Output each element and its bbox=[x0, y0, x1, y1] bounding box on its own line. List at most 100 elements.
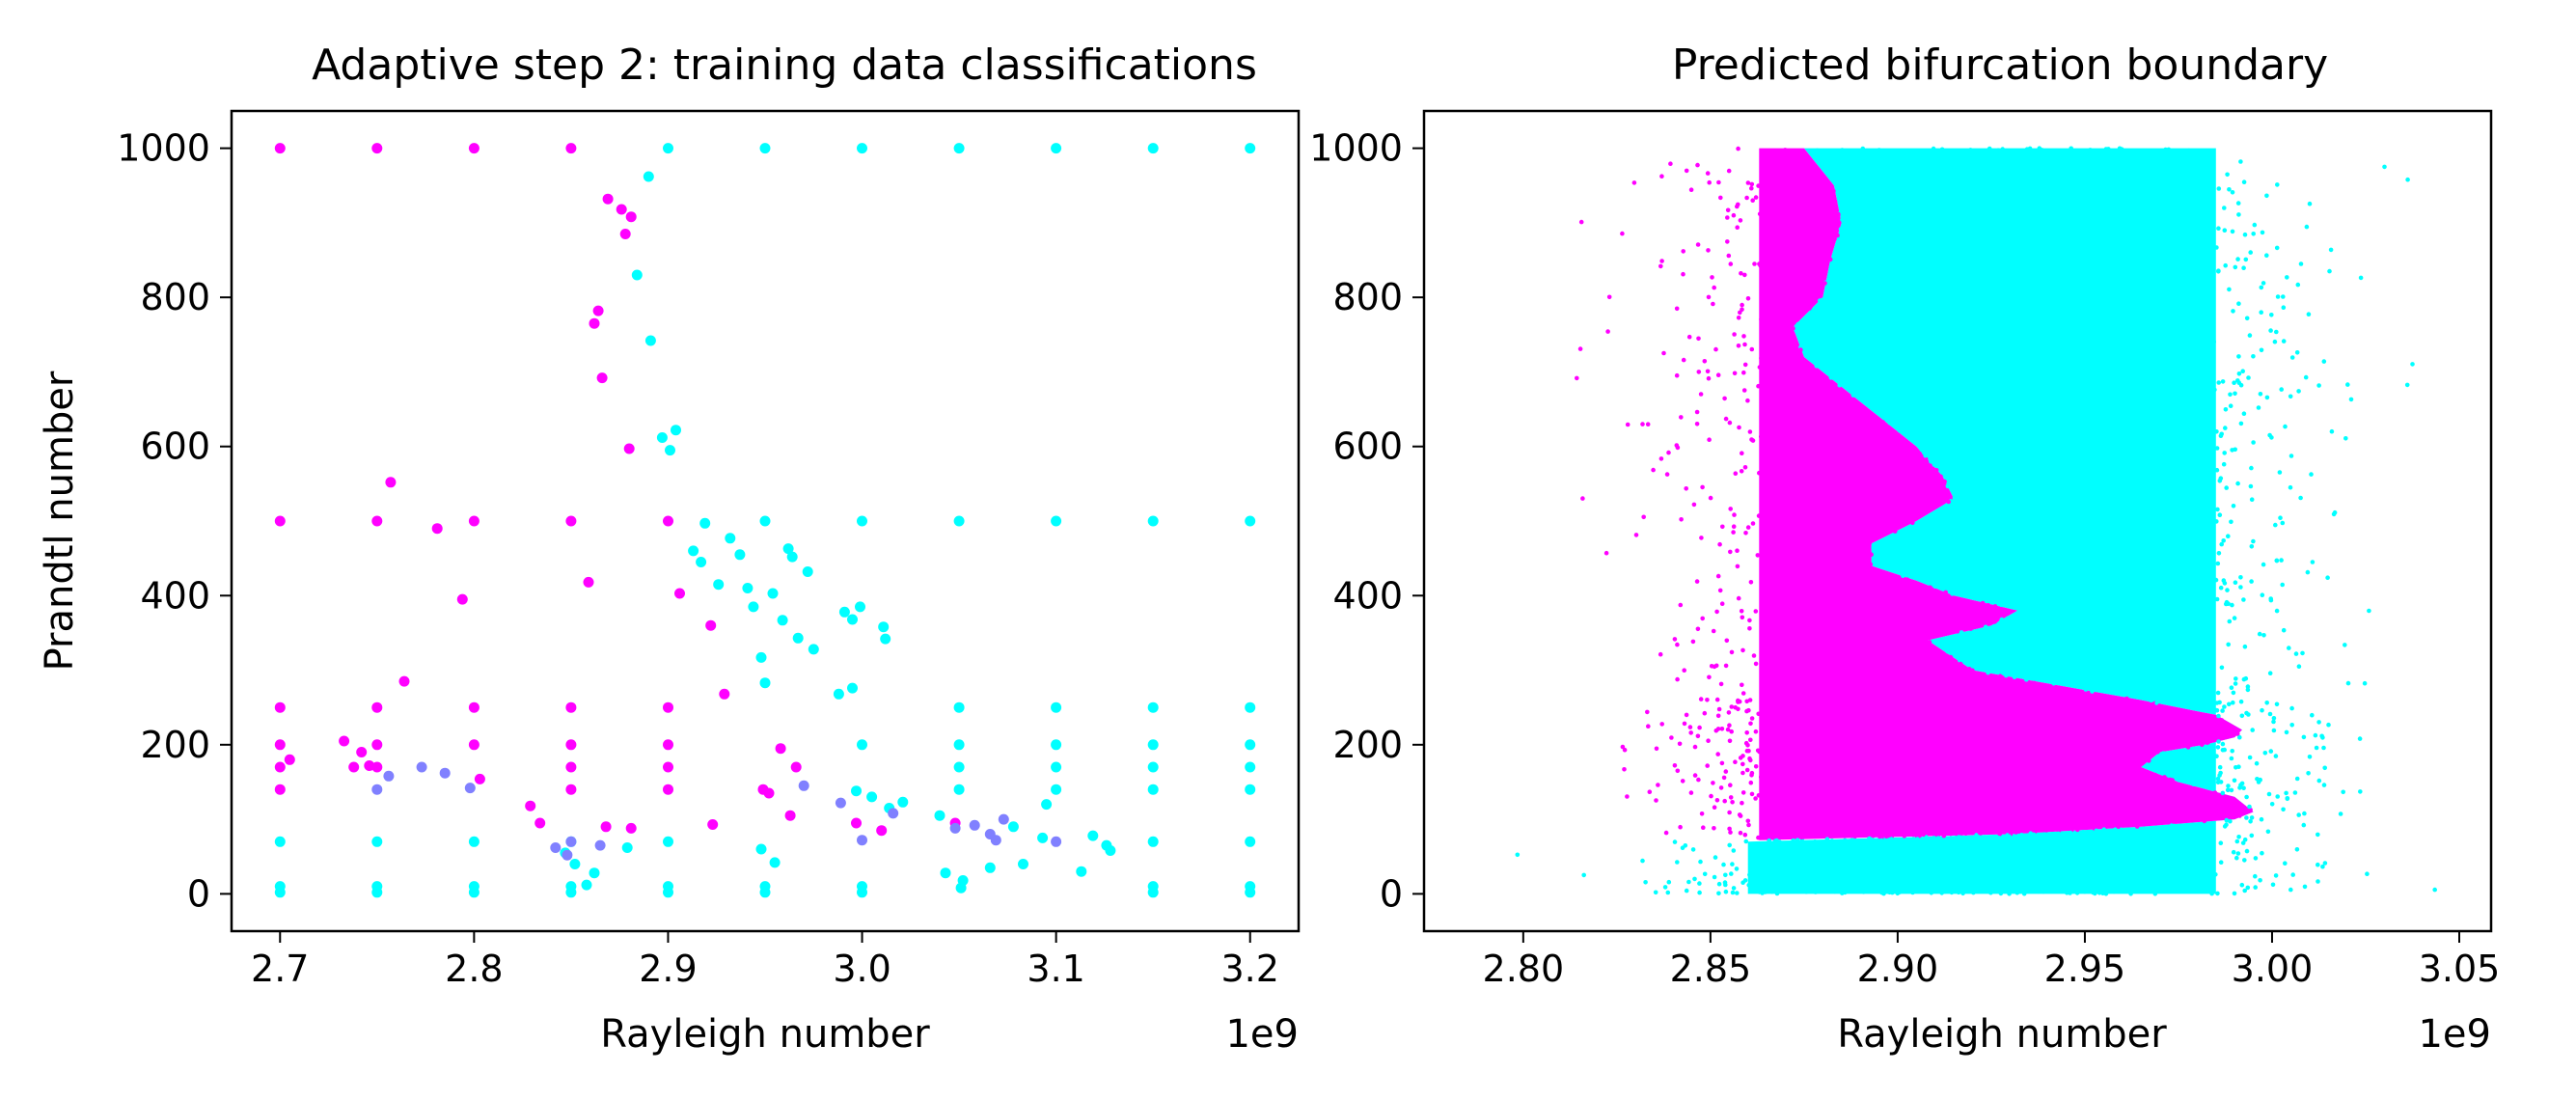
data-point-prediction bbox=[1966, 317, 1972, 323]
data-point-prediction bbox=[2233, 676, 2238, 681]
data-point-prediction bbox=[1758, 263, 1763, 268]
data-point-monostable bbox=[759, 887, 771, 898]
data-point-prediction bbox=[1967, 500, 1973, 506]
data-point-prediction bbox=[2316, 862, 2320, 867]
data-point-prediction bbox=[1955, 676, 1959, 681]
data-point-prediction bbox=[1981, 420, 1986, 425]
data-point-prediction bbox=[2273, 522, 2278, 528]
data-point-prediction bbox=[1723, 889, 1729, 894]
data-point-prediction bbox=[2111, 889, 2117, 894]
data-point-prediction bbox=[1658, 263, 1663, 269]
data-point-prediction bbox=[2082, 511, 2088, 516]
data-point-prediction bbox=[1916, 811, 1921, 816]
data-point-mixed bbox=[562, 849, 573, 861]
data-point-prediction bbox=[2034, 272, 2039, 278]
data-point-prediction bbox=[2097, 769, 2103, 775]
data-point-prediction bbox=[2001, 280, 2006, 285]
data-point-prediction bbox=[1934, 297, 1940, 303]
data-point-prediction bbox=[1988, 654, 1993, 659]
data-point-prediction bbox=[2160, 415, 2166, 420]
data-point-prediction bbox=[2096, 411, 2101, 417]
data-point-prediction bbox=[1934, 391, 1940, 397]
data-point-prediction bbox=[1857, 711, 1862, 717]
data-point-prediction bbox=[1970, 724, 1976, 729]
data-point-prediction bbox=[2061, 274, 2066, 279]
data-point-prediction bbox=[2049, 659, 2055, 665]
data-point-prediction bbox=[2218, 805, 2223, 810]
data-point-prediction bbox=[1971, 497, 1977, 503]
data-point-prediction bbox=[1877, 479, 1882, 483]
data-point-prediction bbox=[2124, 330, 2129, 335]
data-point-prediction bbox=[1867, 731, 1873, 737]
data-point-prediction bbox=[1960, 724, 1966, 729]
data-point-monostable bbox=[1147, 784, 1159, 795]
data-point-monostable bbox=[1051, 515, 1062, 527]
data-point-prediction bbox=[1994, 349, 2000, 355]
data-point-prediction bbox=[1761, 722, 1766, 727]
data-point-prediction bbox=[1900, 255, 1905, 261]
data-point-prediction bbox=[1927, 348, 1932, 354]
data-point-prediction bbox=[1986, 545, 1990, 550]
data-point-prediction bbox=[1964, 837, 1969, 841]
data-point-prediction bbox=[2115, 534, 2121, 538]
data-point-prediction bbox=[1884, 519, 1889, 525]
y-tick-label: 0 bbox=[187, 872, 210, 915]
data-point-prediction bbox=[2022, 387, 2028, 393]
data-point-prediction bbox=[2166, 487, 2172, 492]
data-point-prediction bbox=[2205, 558, 2209, 564]
data-point-prediction bbox=[2045, 545, 2051, 550]
data-point-prediction bbox=[1740, 647, 1745, 653]
data-point-prediction bbox=[1794, 151, 1799, 156]
data-point-prediction bbox=[2029, 794, 2034, 799]
data-point-prediction bbox=[2177, 647, 2181, 653]
data-point-prediction bbox=[1785, 834, 1790, 839]
data-point-prediction bbox=[2274, 608, 2280, 614]
data-point-prediction bbox=[2137, 247, 2142, 253]
data-point-prediction bbox=[1915, 781, 1921, 786]
data-point-prediction bbox=[1923, 729, 1928, 733]
data-point-prediction bbox=[1763, 890, 1768, 894]
data-point-prediction bbox=[2122, 485, 2127, 491]
data-point-prediction bbox=[2143, 771, 2148, 776]
data-point-prediction bbox=[1901, 440, 1905, 445]
data-point-prediction bbox=[2136, 542, 2142, 548]
data-point-prediction bbox=[1767, 825, 1771, 831]
data-point-prediction bbox=[1716, 706, 1722, 712]
data-point-prediction bbox=[2092, 310, 2096, 316]
data-point-prediction bbox=[2026, 380, 2032, 385]
data-point-prediction bbox=[2217, 764, 2223, 770]
data-point-prediction bbox=[2052, 362, 2058, 367]
data-point-prediction bbox=[2079, 275, 2085, 280]
data-point-prediction bbox=[1784, 539, 1789, 544]
data-point-prediction bbox=[2019, 694, 2024, 699]
data-point-prediction bbox=[1852, 419, 1858, 425]
data-point-prediction bbox=[2020, 587, 2026, 591]
data-point-prediction bbox=[2210, 769, 2216, 775]
data-point-prediction bbox=[2178, 776, 2183, 781]
data-point-prediction bbox=[1796, 633, 1801, 639]
data-point-prediction bbox=[2017, 801, 2023, 806]
data-point-prediction bbox=[1985, 221, 1990, 226]
data-point-prediction bbox=[2231, 690, 2236, 696]
data-point-prediction bbox=[2030, 411, 2036, 416]
data-point-prediction bbox=[1905, 366, 1910, 371]
data-point-prediction bbox=[2171, 646, 2177, 652]
data-point-prediction bbox=[2147, 584, 2152, 589]
data-point-prediction bbox=[2130, 435, 2135, 440]
data-point-prediction bbox=[2152, 790, 2157, 795]
data-point-prediction bbox=[1740, 615, 1745, 620]
data-point-prediction bbox=[2154, 732, 2159, 738]
data-point-prediction bbox=[1840, 259, 1846, 264]
data-point-prediction bbox=[1981, 523, 1987, 528]
data-point-prediction bbox=[1755, 884, 1760, 890]
data-point-prediction bbox=[1735, 564, 1740, 569]
data-point-prediction bbox=[2102, 414, 2108, 420]
data-point-monostable bbox=[643, 171, 654, 182]
data-point-prediction bbox=[1821, 320, 1825, 326]
data-point-prediction bbox=[1970, 619, 1975, 624]
data-point-prediction bbox=[1888, 527, 1894, 533]
data-point-prediction bbox=[1923, 170, 1928, 176]
data-point-prediction bbox=[1773, 404, 1779, 410]
data-point-monostable bbox=[699, 517, 711, 529]
data-point-prediction bbox=[1785, 266, 1790, 271]
